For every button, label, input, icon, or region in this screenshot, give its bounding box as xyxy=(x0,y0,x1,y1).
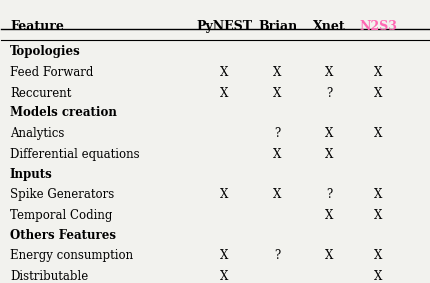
Text: Feed Forward: Feed Forward xyxy=(10,66,93,79)
Text: Reccurent: Reccurent xyxy=(10,87,71,100)
Text: Distributable: Distributable xyxy=(10,270,88,283)
Text: Models creation: Models creation xyxy=(10,106,117,119)
Text: Inputs: Inputs xyxy=(10,168,52,181)
Text: X: X xyxy=(373,188,381,201)
Text: PyNEST: PyNEST xyxy=(196,20,252,33)
Text: Differential equations: Differential equations xyxy=(10,148,139,161)
Text: Topologies: Topologies xyxy=(10,46,80,59)
Text: X: X xyxy=(219,66,228,79)
Text: X: X xyxy=(373,209,381,222)
Text: X: X xyxy=(219,270,228,283)
Text: Energy consumption: Energy consumption xyxy=(10,249,133,262)
Text: X: X xyxy=(324,209,332,222)
Text: Others Features: Others Features xyxy=(10,228,116,241)
Text: Xnet: Xnet xyxy=(312,20,344,33)
Text: X: X xyxy=(273,87,281,100)
Text: X: X xyxy=(373,87,381,100)
Text: X: X xyxy=(324,148,332,161)
Text: X: X xyxy=(219,249,228,262)
Text: X: X xyxy=(219,188,228,201)
Text: X: X xyxy=(273,66,281,79)
Text: X: X xyxy=(324,127,332,140)
Text: X: X xyxy=(324,249,332,262)
Text: X: X xyxy=(324,66,332,79)
Text: ?: ? xyxy=(325,188,332,201)
Text: Analytics: Analytics xyxy=(10,127,64,140)
Text: X: X xyxy=(273,188,281,201)
Text: Feature: Feature xyxy=(10,20,64,33)
Text: X: X xyxy=(219,87,228,100)
Text: N2S3: N2S3 xyxy=(359,20,396,33)
Text: X: X xyxy=(273,148,281,161)
Text: ?: ? xyxy=(274,249,280,262)
Text: Spike Generators: Spike Generators xyxy=(10,188,114,201)
Text: X: X xyxy=(373,270,381,283)
Text: ?: ? xyxy=(274,127,280,140)
Text: X: X xyxy=(373,127,381,140)
Text: X: X xyxy=(373,66,381,79)
Text: X: X xyxy=(373,249,381,262)
Text: ?: ? xyxy=(325,87,332,100)
Text: Temporal Coding: Temporal Coding xyxy=(10,209,112,222)
Text: Brian: Brian xyxy=(258,20,297,33)
